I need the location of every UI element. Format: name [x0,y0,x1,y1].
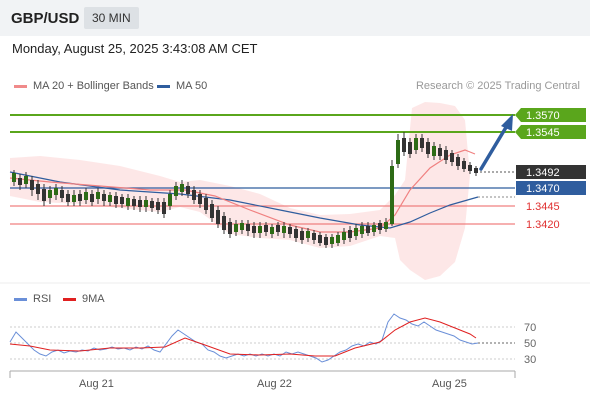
level-label-2: 1.3545 [515,125,586,139]
support-label-1: 1.3445 [526,201,560,213]
legend-rsi: RSI [14,293,51,305]
legend-9ma: 9MA [63,293,105,305]
support-label-2: 1.3420 [526,219,560,231]
rsi-swatch-icon [14,297,27,301]
svg-text:1.3470: 1.3470 [526,183,560,195]
legend-ma50-label: MA 50 [176,80,208,92]
ma50-swatch-icon [157,84,170,88]
x-tick-aug22: Aug 22 [257,378,292,390]
chart-header: GBP/USD 30 MIN [0,0,590,36]
forecast-arrow-icon [479,114,513,171]
research-credit: Research © 2025 Trading Central [415,80,580,92]
currency-pair-title: GBP/USD [11,10,80,27]
rsi-line [9,313,479,363]
candlestick-series [12,132,478,248]
chart-datetime: Monday, August 25, 2025 3:43:08 AM CET [12,41,258,56]
ma9-swatch-icon [63,297,76,301]
x-tick-aug25: Aug 25 [432,378,467,390]
legend-ma20-label: MA 20 + Bollinger Bands [33,80,154,92]
bollinger-band-area [10,102,470,280]
pivot-label: 1.3470 [516,181,586,195]
ma50-line [9,171,479,229]
rsi-tick-30: 30 [524,354,536,366]
rsi-9ma-line [9,317,477,357]
ma20-swatch-icon [14,84,27,88]
current-price-label: 1.3492 [516,165,586,179]
svg-text:1.3545: 1.3545 [526,127,560,139]
level-label-1: 1.3570 [515,108,586,122]
legend-9ma-label: 9MA [82,293,105,305]
x-tick-aug21: Aug 21 [79,378,114,390]
rsi-tick-50: 50 [524,338,536,350]
svg-text:1.3492: 1.3492 [526,167,560,179]
legend-rsi-label: RSI [33,293,52,305]
timeframe-button[interactable]: 30 MIN [84,7,139,29]
legend-ma50: MA 50 [157,80,207,92]
svg-text:1.3570: 1.3570 [526,110,560,122]
rsi-tick-70: 70 [524,322,536,334]
legend-ma20-bollinger: MA 20 + Bollinger Bands [14,80,154,92]
